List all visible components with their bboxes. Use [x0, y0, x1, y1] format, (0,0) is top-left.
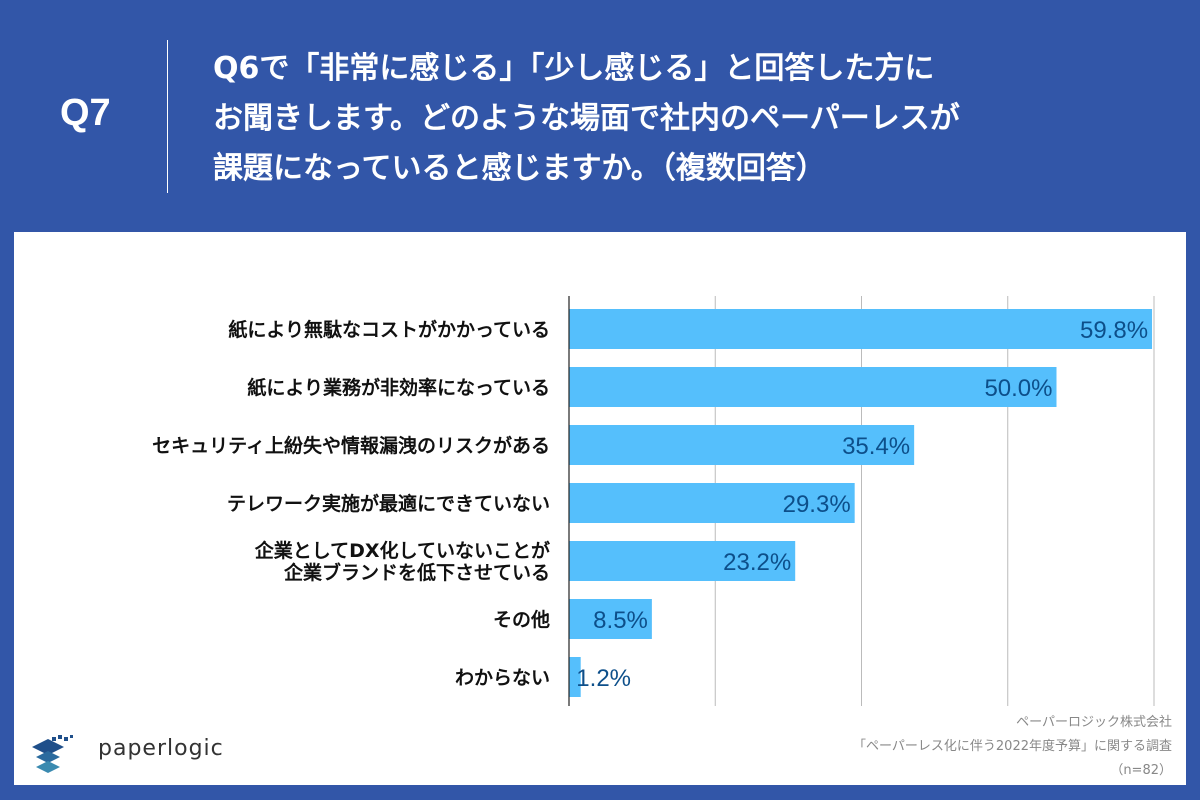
bar [569, 309, 1153, 349]
category-label: 企業としてDX化していないことが [254, 539, 550, 562]
category-label: セキュリティ上紛失や情報漏洩のリスクがある [152, 434, 550, 457]
data-label: 23.2% [723, 549, 791, 576]
question-number: Q7 [60, 92, 111, 134]
category-label: テレワーク実施が最適にできていない [227, 492, 550, 515]
category-label: 企業ブランドを低下させている [283, 561, 550, 584]
data-label: 59.8% [1080, 317, 1148, 344]
data-label: 35.4% [842, 433, 910, 460]
title-line-2: お聞きします。どのような場面で社内のペーパーレスが [213, 101, 960, 136]
category-label: 紙により無駄なコストがかかっている [228, 318, 550, 341]
paperlogic-logo-icon [32, 735, 73, 773]
bar [569, 541, 796, 581]
question-title: Q6で「非常に感じる」「少し感じる」と回答した方に お聞きします。どのような場面… [213, 44, 1173, 194]
logo-text: paperlogic [98, 736, 224, 761]
bar [569, 657, 581, 697]
bar [569, 367, 1057, 407]
data-label: 1.2% [576, 665, 631, 692]
source-company: ペーパーロジック株式会社 [1016, 715, 1172, 730]
header-divider [167, 40, 168, 193]
title-line-1: Q6で「非常に感じる」「少し感じる」と回答した方に [213, 51, 935, 86]
data-label: 50.0% [984, 375, 1052, 402]
source-survey: 「ペーパーレス化に伴う2022年度予算」に関する調査 [853, 739, 1172, 754]
sample-size: （n=82） [1110, 763, 1172, 778]
title-line-3: 課題になっていると感じますか。（複数回答） [213, 151, 826, 186]
bar [569, 483, 855, 523]
data-label: 8.5% [593, 607, 648, 634]
data-label: 29.3% [783, 491, 851, 518]
category-label: 紙により業務が非効率になっている [247, 376, 550, 399]
bar [569, 425, 915, 465]
category-label: わからない [455, 667, 550, 689]
category-label: その他 [493, 608, 550, 631]
bar [569, 599, 652, 639]
